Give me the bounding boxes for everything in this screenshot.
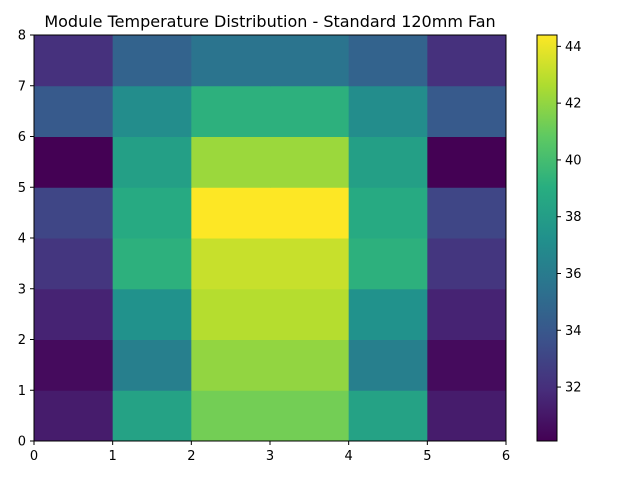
heatmap-cell xyxy=(427,390,507,442)
heatmap-cell xyxy=(348,288,428,340)
x-axis: 0 1 2 3 4 5 6 xyxy=(30,441,510,464)
heatmap-cell xyxy=(270,85,350,137)
heatmap-cell xyxy=(270,136,350,188)
heatmap-cell xyxy=(427,35,507,87)
heatmap-cells xyxy=(34,35,507,442)
heatmap-cell xyxy=(427,187,507,239)
heatmap-cell xyxy=(34,238,114,290)
heatmap-cell xyxy=(34,339,114,391)
colorbar xyxy=(537,35,557,441)
heatmap-cell xyxy=(191,288,271,340)
heatmap-cell xyxy=(112,85,192,137)
heatmap-cell xyxy=(348,339,428,391)
heatmap-cell xyxy=(34,85,114,137)
x-tick-label: 4 xyxy=(345,449,353,464)
y-tick-label: 7 xyxy=(18,79,26,94)
y-tick-label: 5 xyxy=(18,181,26,196)
heatmap-cell xyxy=(191,238,271,290)
heatmap-cell xyxy=(270,35,350,87)
x-tick-label: 2 xyxy=(187,449,195,464)
y-tick-label: 6 xyxy=(18,130,26,145)
y-axis: 0 1 2 3 4 5 6 7 8 xyxy=(18,29,34,450)
heatmap-cell xyxy=(112,136,192,188)
heatmap-cell xyxy=(112,288,192,340)
heatmap-cell xyxy=(112,238,192,290)
heatmap-cell xyxy=(34,390,114,442)
colorbar-tick-label: 38 xyxy=(565,210,582,225)
colorbar-axis: 32 34 36 38 40 42 44 xyxy=(557,40,582,396)
heatmap-cell xyxy=(348,136,428,188)
heatmap-cell xyxy=(427,238,507,290)
y-tick-label: 4 xyxy=(18,232,26,247)
x-tick-label: 0 xyxy=(30,449,38,464)
colorbar-tick-label: 34 xyxy=(565,324,582,339)
y-tick-label: 1 xyxy=(18,384,26,399)
y-tick-label: 0 xyxy=(18,435,26,450)
heatmap-cell xyxy=(112,339,192,391)
heatmap-cell xyxy=(112,187,192,239)
y-tick-label: 8 xyxy=(18,29,26,44)
colorbar-tick-label: 36 xyxy=(565,267,582,282)
heatmap-cell xyxy=(191,85,271,137)
heatmap-cell xyxy=(34,187,114,239)
x-tick-label: 1 xyxy=(109,449,117,464)
heatmap-cell xyxy=(112,390,192,442)
y-tick-label: 2 xyxy=(18,333,26,348)
heatmap-cell xyxy=(191,339,271,391)
heatmap-cell xyxy=(348,238,428,290)
heatmap-cell xyxy=(191,390,271,442)
heatmap-cell xyxy=(34,288,114,340)
heatmap-cell xyxy=(348,85,428,137)
heatmap-cell xyxy=(270,238,350,290)
colorbar-frame xyxy=(536,34,558,442)
colorbar-tick-label: 32 xyxy=(565,381,582,396)
heatmap-cell xyxy=(112,35,192,87)
chart-title: Module Temperature Distribution - Standa… xyxy=(44,12,495,31)
heatmap-cell xyxy=(270,390,350,442)
colorbar-tick-label: 42 xyxy=(565,97,582,112)
x-tick-label: 3 xyxy=(266,449,274,464)
heatmap-cell xyxy=(427,339,507,391)
heatmap-cell xyxy=(270,288,350,340)
heatmap-cell xyxy=(427,85,507,137)
heatmap-cell xyxy=(427,288,507,340)
y-tick-label: 3 xyxy=(18,282,26,297)
heatmap-cell xyxy=(348,390,428,442)
heatmap-cell xyxy=(270,187,350,239)
heatmap-cell xyxy=(348,187,428,239)
heatmap-cell xyxy=(34,35,114,87)
colorbar-tick-label: 40 xyxy=(565,153,582,168)
heatmap-cell xyxy=(34,136,114,188)
heatmap-cell xyxy=(427,136,507,188)
heatmap-cell xyxy=(348,35,428,87)
heatmap-cell xyxy=(191,136,271,188)
heatmap-cell xyxy=(191,35,271,87)
colorbar-tick-label: 44 xyxy=(565,40,582,55)
x-tick-label: 6 xyxy=(502,449,510,464)
heatmap-cell xyxy=(270,339,350,391)
heatmap-cell xyxy=(191,187,271,239)
x-tick-label: 5 xyxy=(423,449,431,464)
